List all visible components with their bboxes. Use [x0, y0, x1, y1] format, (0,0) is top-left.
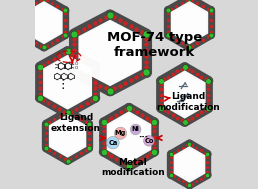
Polygon shape [49, 115, 86, 158]
Polygon shape [78, 20, 142, 86]
Text: Ligand
modification: Ligand modification [157, 92, 220, 112]
Text: Ca: Ca [108, 140, 118, 146]
Text: Metal
modification: Metal modification [101, 158, 165, 177]
Text: O: O [75, 62, 78, 66]
Polygon shape [43, 55, 92, 110]
Text: O: O [75, 66, 78, 70]
Polygon shape [25, 1, 63, 44]
Polygon shape [171, 1, 208, 44]
Text: Co: Co [144, 138, 154, 144]
Text: Ligand
extension: Ligand extension [51, 113, 101, 132]
Polygon shape [107, 111, 151, 163]
Circle shape [130, 124, 141, 135]
Text: Ni: Ni [132, 126, 140, 132]
Text: ···: ··· [138, 134, 148, 143]
Circle shape [107, 136, 119, 149]
Polygon shape [174, 146, 205, 183]
Circle shape [143, 136, 154, 146]
Circle shape [115, 127, 126, 139]
Polygon shape [164, 70, 206, 119]
Text: ⋮: ⋮ [57, 78, 69, 91]
Text: Mg: Mg [115, 130, 126, 136]
Text: MOF-74 type
framework: MOF-74 type framework [107, 31, 202, 59]
